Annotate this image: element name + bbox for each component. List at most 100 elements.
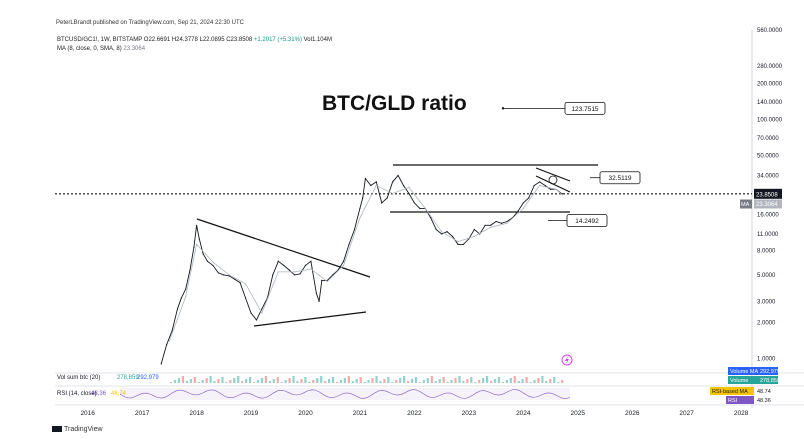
ma-price-tag-text: 23.3064 [756,202,778,208]
chart-panes [55,30,804,408]
series-point [561,194,564,196]
y-tick-label: 5.0000 [757,273,776,279]
x-tick-label: 2024 [516,410,531,417]
volume-bar [426,378,429,383]
series-point [419,207,421,210]
volume-bar [320,376,323,383]
annotation-label: 32.5119 [608,175,631,182]
series-point [353,228,356,231]
publisher-line: PeterLBrandt published on TradingView.co… [56,20,245,26]
series-point [195,224,198,226]
series-point [392,181,394,183]
series-point [348,243,350,245]
x-tick-label: 2020 [298,410,313,417]
series-point [424,207,426,210]
series-point [234,278,236,280]
x-tick-label: 2017 [135,410,150,417]
volume-bar [237,376,240,383]
volume-bar [529,382,532,383]
volume-bar [177,378,181,383]
volume-bar [284,380,287,383]
volume-bar [252,382,256,383]
y-tick-label: 2.0000 [757,320,776,326]
series-point [375,184,377,187]
tradingview-logo-text: TradingView [64,426,103,433]
ma-tag-box [740,199,752,209]
rsi-panel-label: RSI (14, close) [57,391,97,397]
volume-bar [470,377,473,383]
volume-bar [272,379,275,383]
series-point [343,260,345,262]
ma-legend: MA (8, close, 0, SMA, 8) 23.3064 [57,46,145,52]
volume-ma-tag-value: 292,979 [760,369,780,375]
volume-bar [197,382,200,383]
volume-bar [170,382,173,383]
volume-bar [205,378,208,383]
series-point [362,197,364,199]
series-point [408,192,410,195]
rsi-panel: RSI (14, close)48,36 48,74 RSI-based MA 48.… [57,387,771,404]
volume-bar [363,382,366,383]
y-tick-label: 16.0000 [757,213,779,219]
price-change: +1.2017 (+5.31%) [253,37,302,43]
volume-bar [478,380,481,383]
series-point [255,319,258,321]
series-point [506,220,508,223]
ma-value: 23.3064 [123,46,146,52]
series-point [288,269,290,271]
series-point [321,279,323,281]
series-point [386,197,388,199]
series-point [457,240,459,243]
series-point [277,271,279,273]
volume-bar [387,377,390,383]
volume-bar [545,381,548,383]
volume-bar [375,376,378,383]
series-line [169,184,563,342]
rsi-band [120,388,570,400]
volume-bar [312,380,315,383]
volume-bar [221,377,224,383]
volume-bar [217,379,220,383]
y-tick-label: 8.0000 [757,248,776,254]
x-tick-label: 2027 [679,410,694,417]
volume-bar [407,381,410,383]
series-point [272,274,274,276]
rsi-value-1: 48,36 [91,391,107,397]
volume-bar [355,379,358,383]
volume-bar [343,378,346,383]
volume-bar [292,376,295,383]
volume-panel-label: Vol sum btc (20) [57,375,100,381]
volume-bar [193,377,196,383]
volume-bar [458,376,461,383]
series-point [441,231,443,233]
volume-bar [260,378,264,383]
y-tick-label: 200.0000 [757,81,783,87]
volume-value-2: 292,979 [137,375,159,381]
volume-bar [399,378,402,383]
volume-bar [383,379,386,383]
volume-bar [561,380,564,383]
volume-bar [462,381,465,383]
volume-bar [359,377,362,383]
volume-tag-value: 278,859 [760,378,780,384]
tradingview-logo[interactable]: TradingView [52,426,103,433]
volume-bar [482,378,485,383]
volume-tag [728,376,778,384]
series-point [430,217,432,219]
series-point [484,224,486,226]
volume-bar [331,377,335,383]
series-point [555,188,557,190]
volume-bar [229,380,232,383]
volume-bar [241,381,244,383]
x-tick-label: 2021 [353,410,368,417]
tradingview-icon [52,426,62,433]
volume-bar [379,381,382,383]
last-price-tag [754,188,782,199]
series-point [528,197,530,199]
annotation-label: 123.7515 [571,106,598,113]
volume-bar [489,381,493,383]
volume-bar [328,379,331,383]
volume-bar [185,381,188,383]
volume-bar [450,380,453,383]
